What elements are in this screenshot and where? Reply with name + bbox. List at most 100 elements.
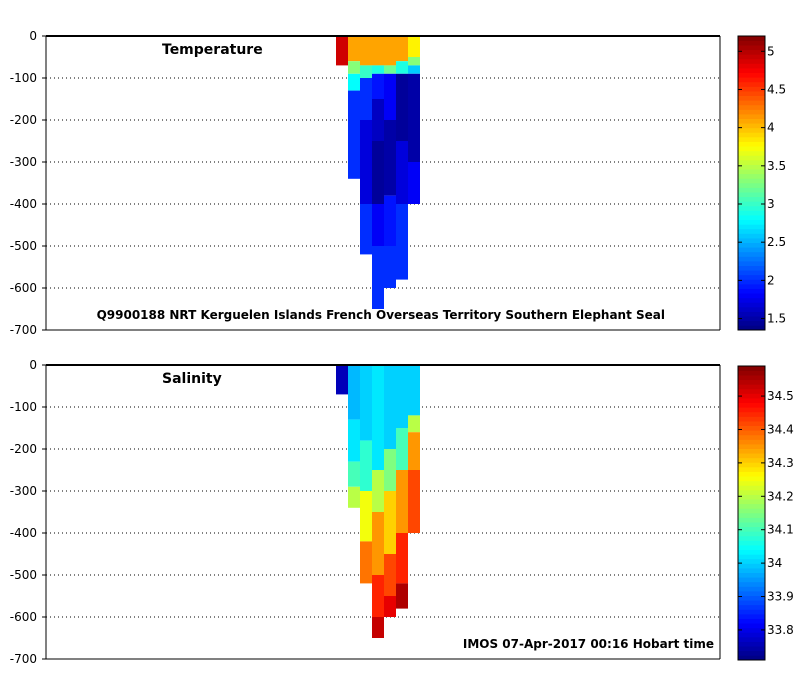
y-tick-label: -200 [10,442,37,456]
colorbar-band [738,466,765,472]
colorbar-band [738,370,765,376]
colorbar-band [738,86,765,92]
colorbar-band [738,650,765,656]
colorbar-band [738,517,765,523]
profile-cell [372,575,384,617]
colorbar-band [738,63,765,69]
colorbar-band [738,123,765,129]
colorbar-band [738,178,765,184]
profile-cell [348,73,360,91]
profile-cell [360,491,372,542]
profile-cell [372,512,384,575]
colorbar-tick-label: 34.1 [767,523,794,537]
colorbar-band [738,540,765,546]
profile-cell [408,415,420,433]
colorbar-frame [737,35,766,331]
y-tick-label: -200 [10,113,37,127]
colorbar-band [738,72,765,78]
profile-cell [348,461,360,487]
profile-cell [348,486,360,508]
colorbar-band [738,169,765,175]
colorbar-band [738,485,765,491]
colorbar-tick-label: 4 [767,121,775,135]
y-tick-label: -500 [10,239,37,253]
colorbar-band [738,95,765,101]
colorbar-band [738,402,765,408]
colorbar-band [738,618,765,624]
colorbar-band [738,146,765,152]
profile-cell [396,428,408,470]
colorbar-band [738,577,765,583]
salinity-panel: 0 -100 -200 -300 -400 -500 -600 -700 Salinity IMO… [10,358,794,666]
y-tick-label: -600 [10,281,37,295]
profile-cell [384,195,396,246]
colorbar-tick-label: 34.2 [767,489,794,503]
colorbar-band [738,443,765,449]
colorbar-band [738,641,765,647]
colorbar-band [738,503,765,509]
colorbar-tick-label: 34.4 [767,422,794,436]
colorbar-band [738,155,765,161]
colorbar-band [738,150,765,156]
profile-cell [348,419,360,462]
colorbar-tick-label: 34 [767,556,782,570]
colorbar-band [738,49,765,55]
colorbar-tick-label: 33.8 [767,623,794,637]
profile-cell [396,533,408,584]
colorbar-band [738,655,765,661]
colorbar-band [738,127,765,133]
profile-cell [408,470,420,533]
colorbar-tick-label: 3.5 [767,159,786,173]
colorbar-band [738,623,765,629]
profile-cell [384,554,396,596]
profile-cell [372,73,384,99]
colorbar-tick-label: 2 [767,273,775,287]
profile-cell [372,617,384,638]
colorbar-band [738,187,765,193]
profile-cell [360,120,372,204]
panel-title: Salinity [162,371,222,387]
colorbar-band [738,201,765,207]
colorbar-band [738,448,765,454]
colorbar-band [738,279,765,285]
colorbar-band [738,35,765,41]
profile-cell [360,541,372,584]
profile-cell [348,90,360,179]
profile-cell [396,61,408,74]
colorbar-band [738,325,765,331]
profile-cell [396,470,408,533]
colorbar-band [738,526,765,532]
colorbar-band [738,274,765,280]
colorbar-tick-label: 34.5 [767,389,794,403]
profile-cell [372,470,384,512]
colorbar-band [738,293,765,299]
colorbar-tick-label: 3 [767,197,775,211]
profile-cell [408,36,420,57]
profile-cell [336,36,348,66]
colorbar-band [738,476,765,482]
profile-cell [384,491,396,554]
colorbar-band [738,512,765,518]
colorbar-tick-label: 2.5 [767,235,786,249]
colorbar-band [738,494,765,500]
profile-cell [408,432,420,470]
colorbar-band [738,40,765,46]
profile-cell [408,162,420,204]
profile-cell [360,204,372,255]
y-tick-label: 0 [29,358,37,372]
profile-cell [384,73,396,120]
colorbar-band [738,251,765,257]
profile-cell [372,365,384,470]
colorbar-band [738,54,765,60]
profile-cell [396,36,408,62]
colorbar-band [738,67,765,74]
colorbar-band [738,210,765,216]
colorbar-band [738,247,765,253]
profile-cell [396,365,408,428]
profile-cell [360,65,372,78]
colorbar-band [738,439,765,445]
colorbar-band [738,256,765,262]
colorbar-band [738,365,765,371]
profile-cell [396,204,408,280]
